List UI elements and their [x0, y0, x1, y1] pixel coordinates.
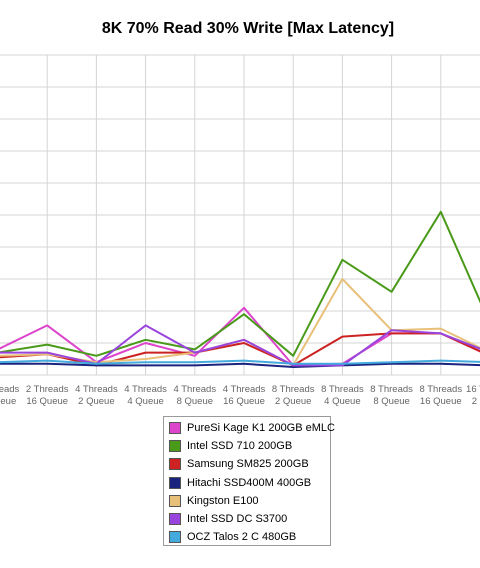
series-line-6	[0, 324, 480, 367]
x-tick-label: 8 Threads	[321, 384, 364, 395]
legend-label: OCZ Talos 2 C 480GB	[187, 531, 297, 544]
x-tick-label: 8 Queue	[177, 396, 213, 407]
legend-label: Intel SSD DC S3700	[187, 513, 288, 526]
legend-item: Kingston E100	[169, 492, 330, 510]
legend-item: OCZ Talos 2 C 480GB	[169, 528, 330, 546]
legend-item: Intel SSD DC S3700	[169, 510, 330, 528]
x-tick-label: 16 Queue	[420, 396, 462, 407]
series-line-3	[0, 332, 480, 367]
legend-swatch	[169, 494, 181, 507]
x-tick-label: 16 Threads	[466, 384, 480, 395]
legend-swatch	[169, 513, 181, 526]
legend-item: Samsung SM825 200GB	[169, 455, 330, 473]
x-tick-label: 8 Threads	[370, 384, 413, 395]
x-tick-label: 2 Queue	[472, 396, 480, 407]
x-tick-label: 2 Queue	[78, 396, 114, 407]
x-tick-label: 8 Threads	[419, 384, 462, 395]
x-tick-label: 4 Queue	[324, 396, 360, 407]
legend-label: PureSi Kage K1 200GB eMLC	[187, 422, 335, 435]
series-line-2	[0, 210, 480, 357]
x-tick-label: 4 Threads	[124, 384, 167, 395]
x-tick-label: 16 Queue	[223, 396, 265, 407]
legend-item: PureSi Kage K1 200GB eMLC	[169, 419, 335, 437]
chart-legend: PureSi Kage K1 200GB eMLC Intel SSD 710 2…	[163, 416, 335, 546]
x-tick-label: 16 Queue	[26, 396, 68, 407]
x-tick-label: 4 Threads	[75, 384, 118, 395]
legend-label: Intel SSD 710 200GB	[187, 440, 293, 453]
chart-title: 8K 70% Read 30% Write [Max Latency]	[101, 20, 395, 37]
legend-item: Hitachi SSD400M 400GB	[169, 474, 330, 492]
legend-swatch	[169, 440, 181, 453]
legend-swatch	[169, 476, 181, 489]
x-tick-label: 2 Queue	[275, 396, 311, 407]
x-tick-label: 4 Threads	[173, 384, 216, 395]
legend-label: Kingston E100	[187, 494, 259, 507]
legend-item: Intel SSD 710 200GB	[169, 437, 330, 455]
series-line-7	[0, 359, 480, 365]
x-tick-label: 4 Threads	[223, 384, 266, 395]
series-line-4	[0, 362, 480, 368]
x-tick-label: 8 Threads	[272, 384, 315, 395]
series-line-5	[0, 278, 480, 367]
legend-swatch	[169, 422, 181, 435]
x-tick-label: 1 Threads	[0, 384, 20, 395]
legend-label: Hitachi SSD400M 400GB	[187, 476, 312, 489]
x-tick-label: 2 Threads	[26, 384, 69, 395]
legend-swatch	[169, 458, 181, 471]
x-tick-label: 4 Queue	[127, 396, 163, 407]
x-tick-label: 8 Queue	[373, 396, 409, 407]
legend-swatch	[169, 531, 181, 544]
x-tick-label: 1 Queue	[0, 396, 16, 407]
legend-label: Samsung SM825 200GB	[187, 458, 309, 471]
